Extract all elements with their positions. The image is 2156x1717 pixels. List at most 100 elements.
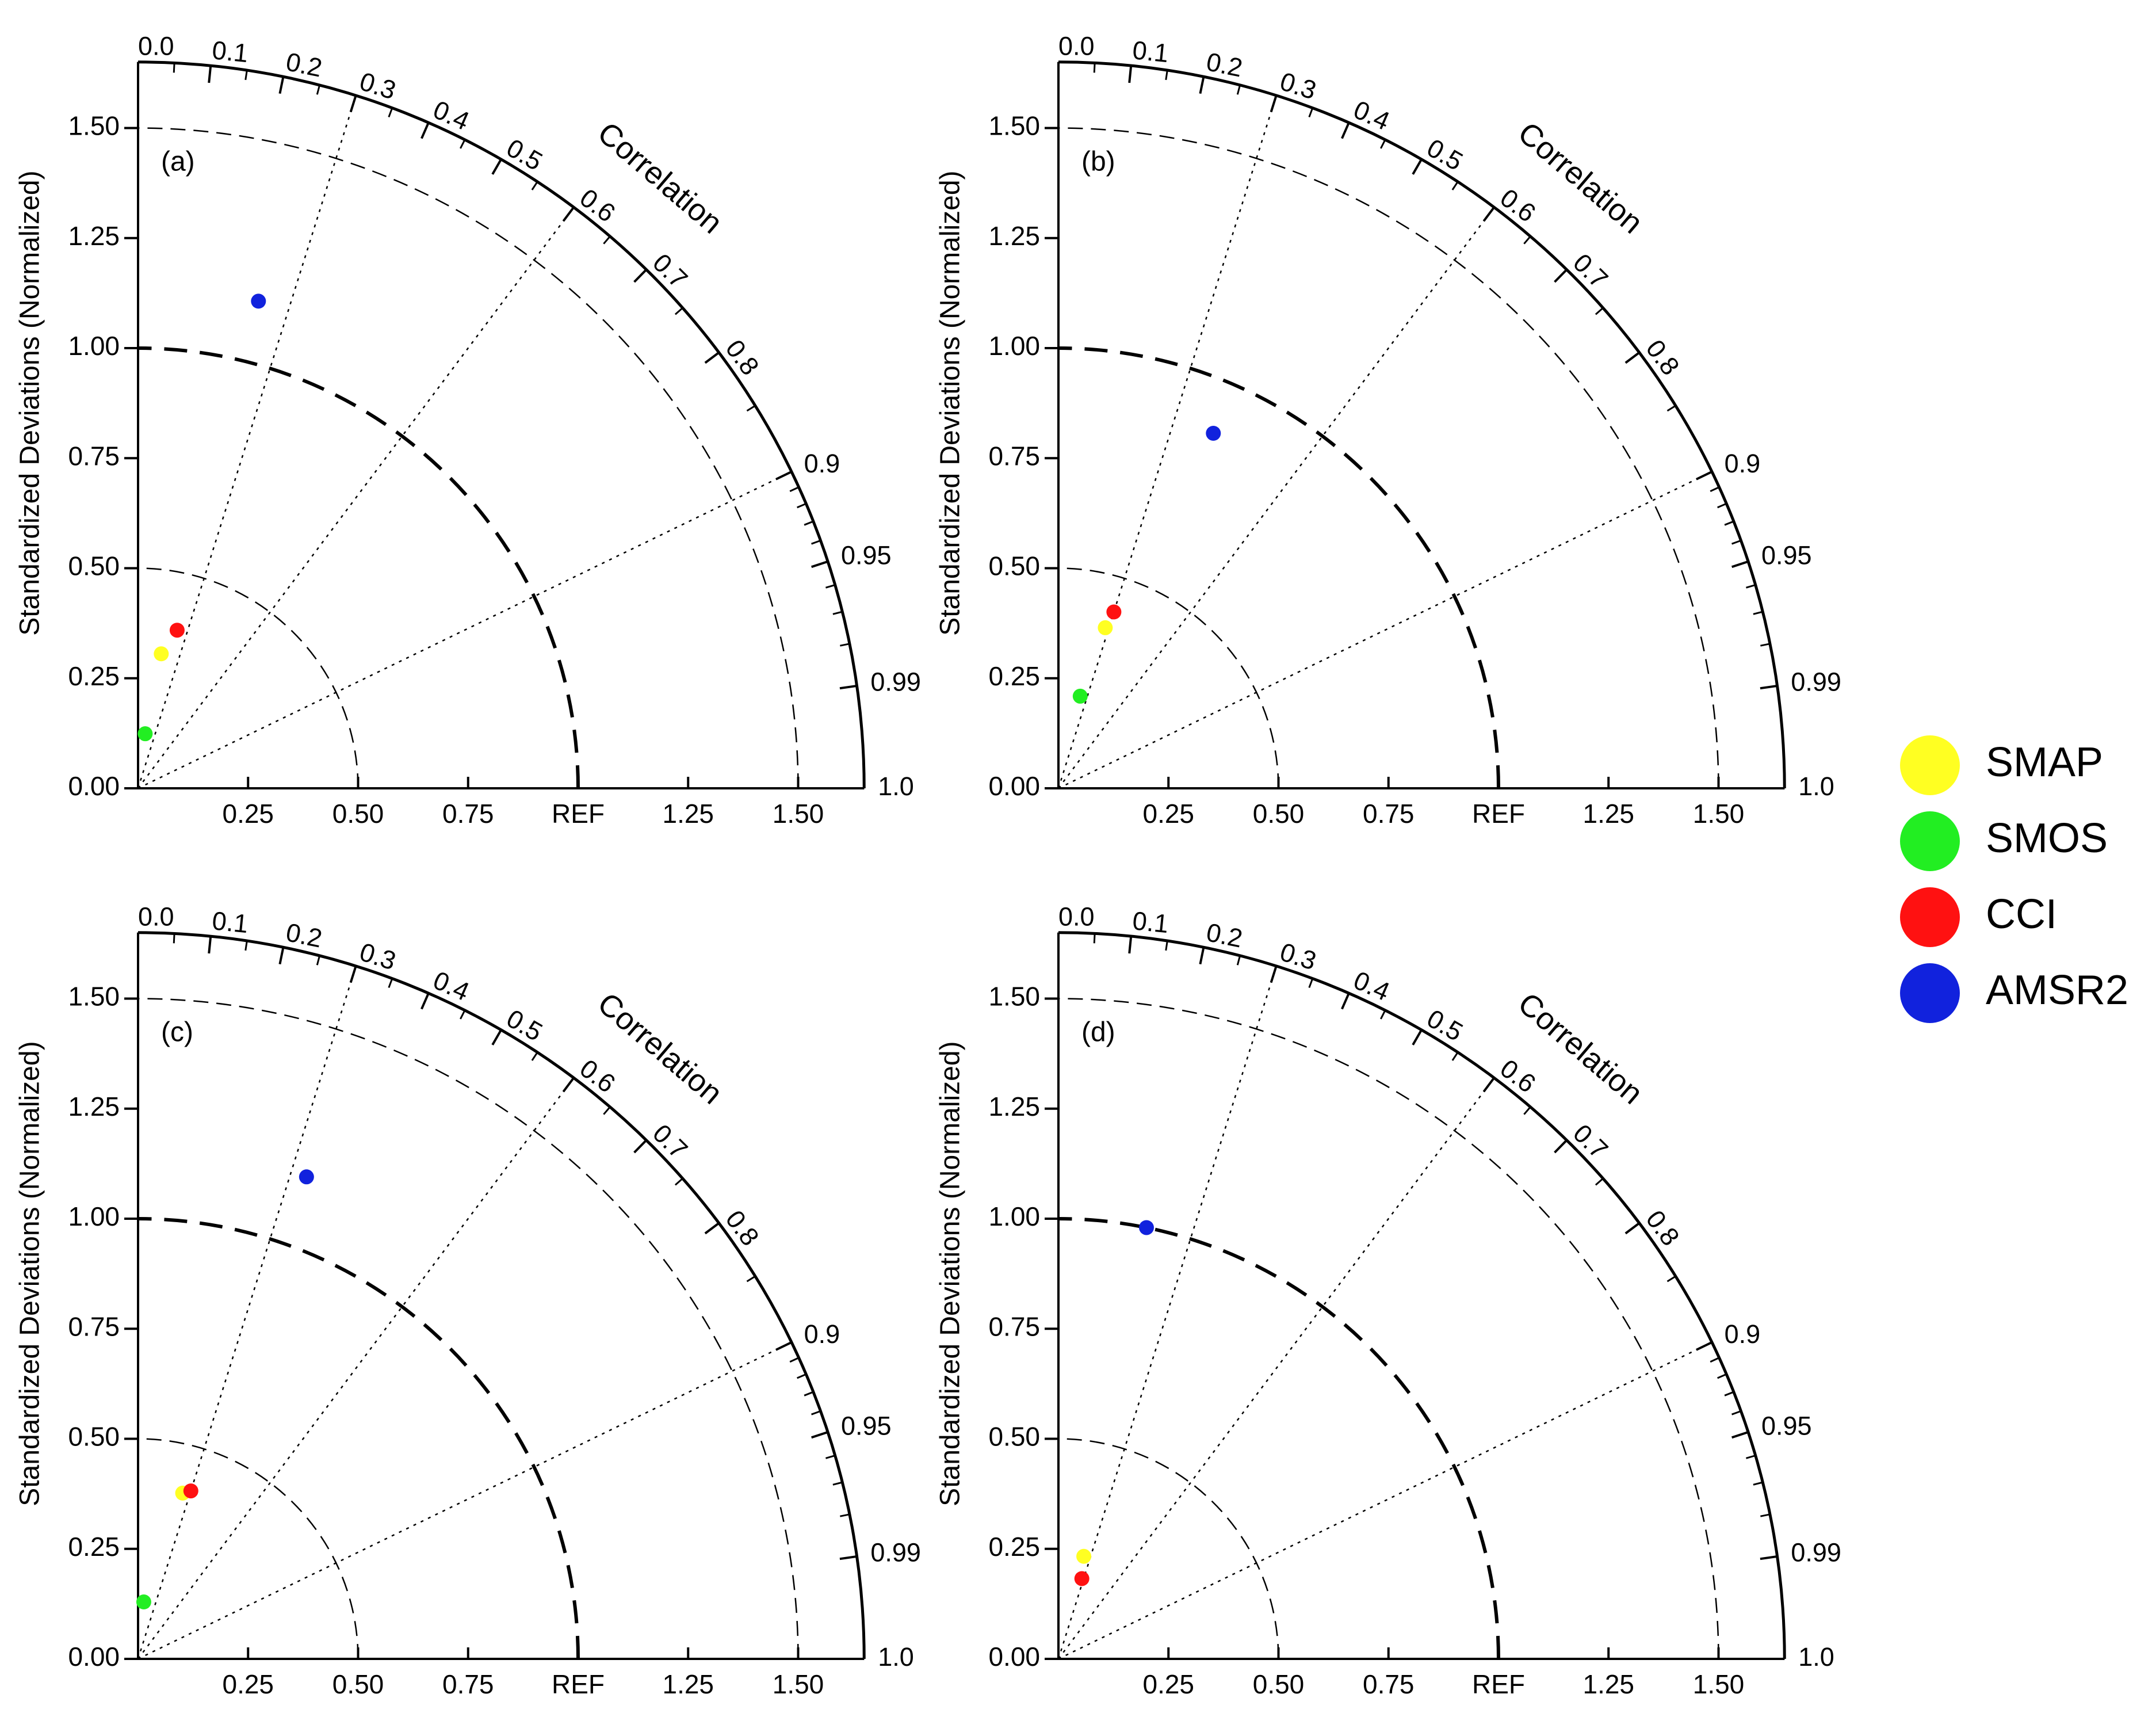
corr-minor-tick — [1165, 70, 1168, 81]
corr-tick-label: 0.0 — [1058, 902, 1095, 932]
corr-minor-tick — [811, 1410, 821, 1415]
y-tick-label: 1.50 — [68, 982, 120, 1012]
corr-tick-label: 0.3 — [356, 937, 399, 975]
sd-arc — [1058, 1438, 1279, 1659]
corr-major-tick — [1760, 1555, 1777, 1560]
corr-minor-tick — [797, 502, 806, 509]
axis-frame — [1057, 62, 1785, 789]
y-tick-label: 1.00 — [988, 331, 1040, 361]
corr-tick-label: 0.1 — [1131, 906, 1169, 938]
corr-ref-line — [137, 1077, 575, 1659]
corr-major-tick — [1760, 684, 1777, 690]
corr-ref-line — [1058, 207, 1495, 789]
corr-axis-title: Correlation — [1512, 986, 1650, 1111]
y-axis-title: Standardized Deviations (Normalized) — [15, 170, 45, 635]
legend-marker-amsr2 — [1900, 963, 1960, 1023]
corr-major-tick — [1341, 993, 1350, 1010]
corr-minor-tick — [1093, 933, 1096, 944]
sd-arc — [137, 998, 799, 1659]
corr-major-tick — [421, 122, 430, 139]
corr-major-tick — [208, 65, 212, 83]
corr-axis-title: Correlation — [591, 986, 729, 1111]
corr-tick-label: 0.0 — [138, 902, 174, 932]
y-axis-title: Standardized Deviations (Normalized) — [935, 170, 966, 635]
sd-arc — [1058, 567, 1279, 789]
x-tick-label: 0.50 — [332, 1669, 384, 1699]
corr-major-tick — [1731, 560, 1749, 568]
y-tick-label: 0.75 — [68, 441, 120, 471]
legend-label-amsr2: AMSR2 — [1986, 967, 2128, 1013]
corr-tick-label: 0.5 — [1422, 133, 1468, 176]
outer-arc — [137, 60, 866, 789]
corr-minor-tick — [1666, 1275, 1676, 1283]
y-tick-label: 1.00 — [68, 331, 120, 361]
corr-minor-tick — [1710, 1357, 1720, 1363]
x-tick-label: 0.50 — [332, 799, 384, 829]
taylor-panel-c: 0.0 0.1 0.2 0.3 0.4 0.5 0.6 0.7 0.8 0.9 0.95 0.99 1.… — [15, 902, 921, 1700]
corr-minor-tick — [832, 611, 843, 615]
y-tick-label: 0.50 — [988, 1422, 1040, 1452]
corr-minor-tick — [1523, 235, 1531, 245]
legend-marker-cci — [1900, 887, 1960, 947]
corr-minor-tick — [1717, 502, 1727, 509]
corr-minor-tick — [1236, 955, 1241, 966]
corr-major-tick — [1341, 122, 1350, 139]
corr-minor-tick — [825, 584, 836, 589]
corr-tick-label: 0.6 — [575, 183, 621, 228]
corr-minor-tick — [840, 643, 850, 647]
sd-arc — [1058, 127, 1719, 789]
corr-major-tick — [1554, 1139, 1568, 1154]
corr-major-tick — [491, 1029, 502, 1046]
ref-arc — [137, 1217, 580, 1659]
x-tick-label: 1.50 — [773, 799, 824, 829]
point-amsr2 — [1139, 1220, 1154, 1235]
corr-tick-label: 0.7 — [647, 1119, 693, 1165]
corr-major-tick — [1128, 936, 1133, 954]
corr-tick-label: 0.95 — [1761, 540, 1812, 570]
corr-major-tick — [633, 269, 648, 283]
corr-tick-label: 0.5 — [1422, 1004, 1468, 1047]
corr-major-tick — [1199, 947, 1205, 965]
legend-marker-smap — [1900, 735, 1960, 795]
corr-major-tick — [1412, 158, 1423, 175]
y-tick-label: 0.75 — [988, 441, 1040, 471]
point-smap — [1098, 620, 1113, 635]
corr-ref-line — [137, 966, 357, 1659]
corr-tick-label: 0.4 — [1350, 94, 1394, 136]
point-cci — [183, 1483, 198, 1499]
corr-tick-label: 0.95 — [841, 1411, 892, 1440]
corr-major-tick — [704, 352, 720, 364]
corr-minor-tick — [840, 1513, 850, 1517]
y-tick-label: 0.50 — [988, 551, 1040, 581]
y-tick-label: 1.50 — [68, 111, 120, 141]
x-tick-label: 1.25 — [1582, 799, 1634, 829]
y-tick-label: 0.00 — [988, 771, 1040, 801]
y-tick-label: 1.25 — [988, 1092, 1040, 1121]
corr-minor-tick — [746, 1275, 756, 1283]
corr-tick-label: 0.5 — [502, 1004, 548, 1047]
corr-minor-tick — [460, 1010, 466, 1020]
x-tick-label: 1.50 — [1693, 799, 1745, 829]
corr-tick-label: 0.8 — [1640, 334, 1685, 381]
corr-minor-tick — [1380, 139, 1386, 149]
corr-major-tick — [1624, 1222, 1641, 1235]
corr-minor-tick — [388, 108, 393, 118]
x-tick-label: REF — [552, 1669, 605, 1699]
corr-minor-tick — [603, 235, 611, 245]
corr-major-tick — [633, 1139, 648, 1154]
corr-tick-label: 0.99 — [1791, 1537, 1841, 1567]
corr-minor-tick — [1523, 1106, 1531, 1115]
corr-axis-title: Correlation — [591, 116, 729, 241]
corr-minor-tick — [1451, 181, 1459, 190]
corr-minor-tick — [244, 70, 248, 81]
y-tick-label: 0.75 — [68, 1311, 120, 1341]
corr-major-tick — [775, 1341, 792, 1351]
y-tick-label: 1.50 — [988, 982, 1040, 1012]
point-amsr2 — [299, 1169, 314, 1185]
legend-marker-smos — [1900, 811, 1960, 871]
corr-tick-label: 0.9 — [804, 449, 840, 478]
corr-major-tick — [491, 158, 502, 175]
corr-minor-tick — [811, 539, 821, 545]
y-tick-label: 1.00 — [988, 1201, 1040, 1231]
x-tick-label: REF — [552, 799, 605, 829]
